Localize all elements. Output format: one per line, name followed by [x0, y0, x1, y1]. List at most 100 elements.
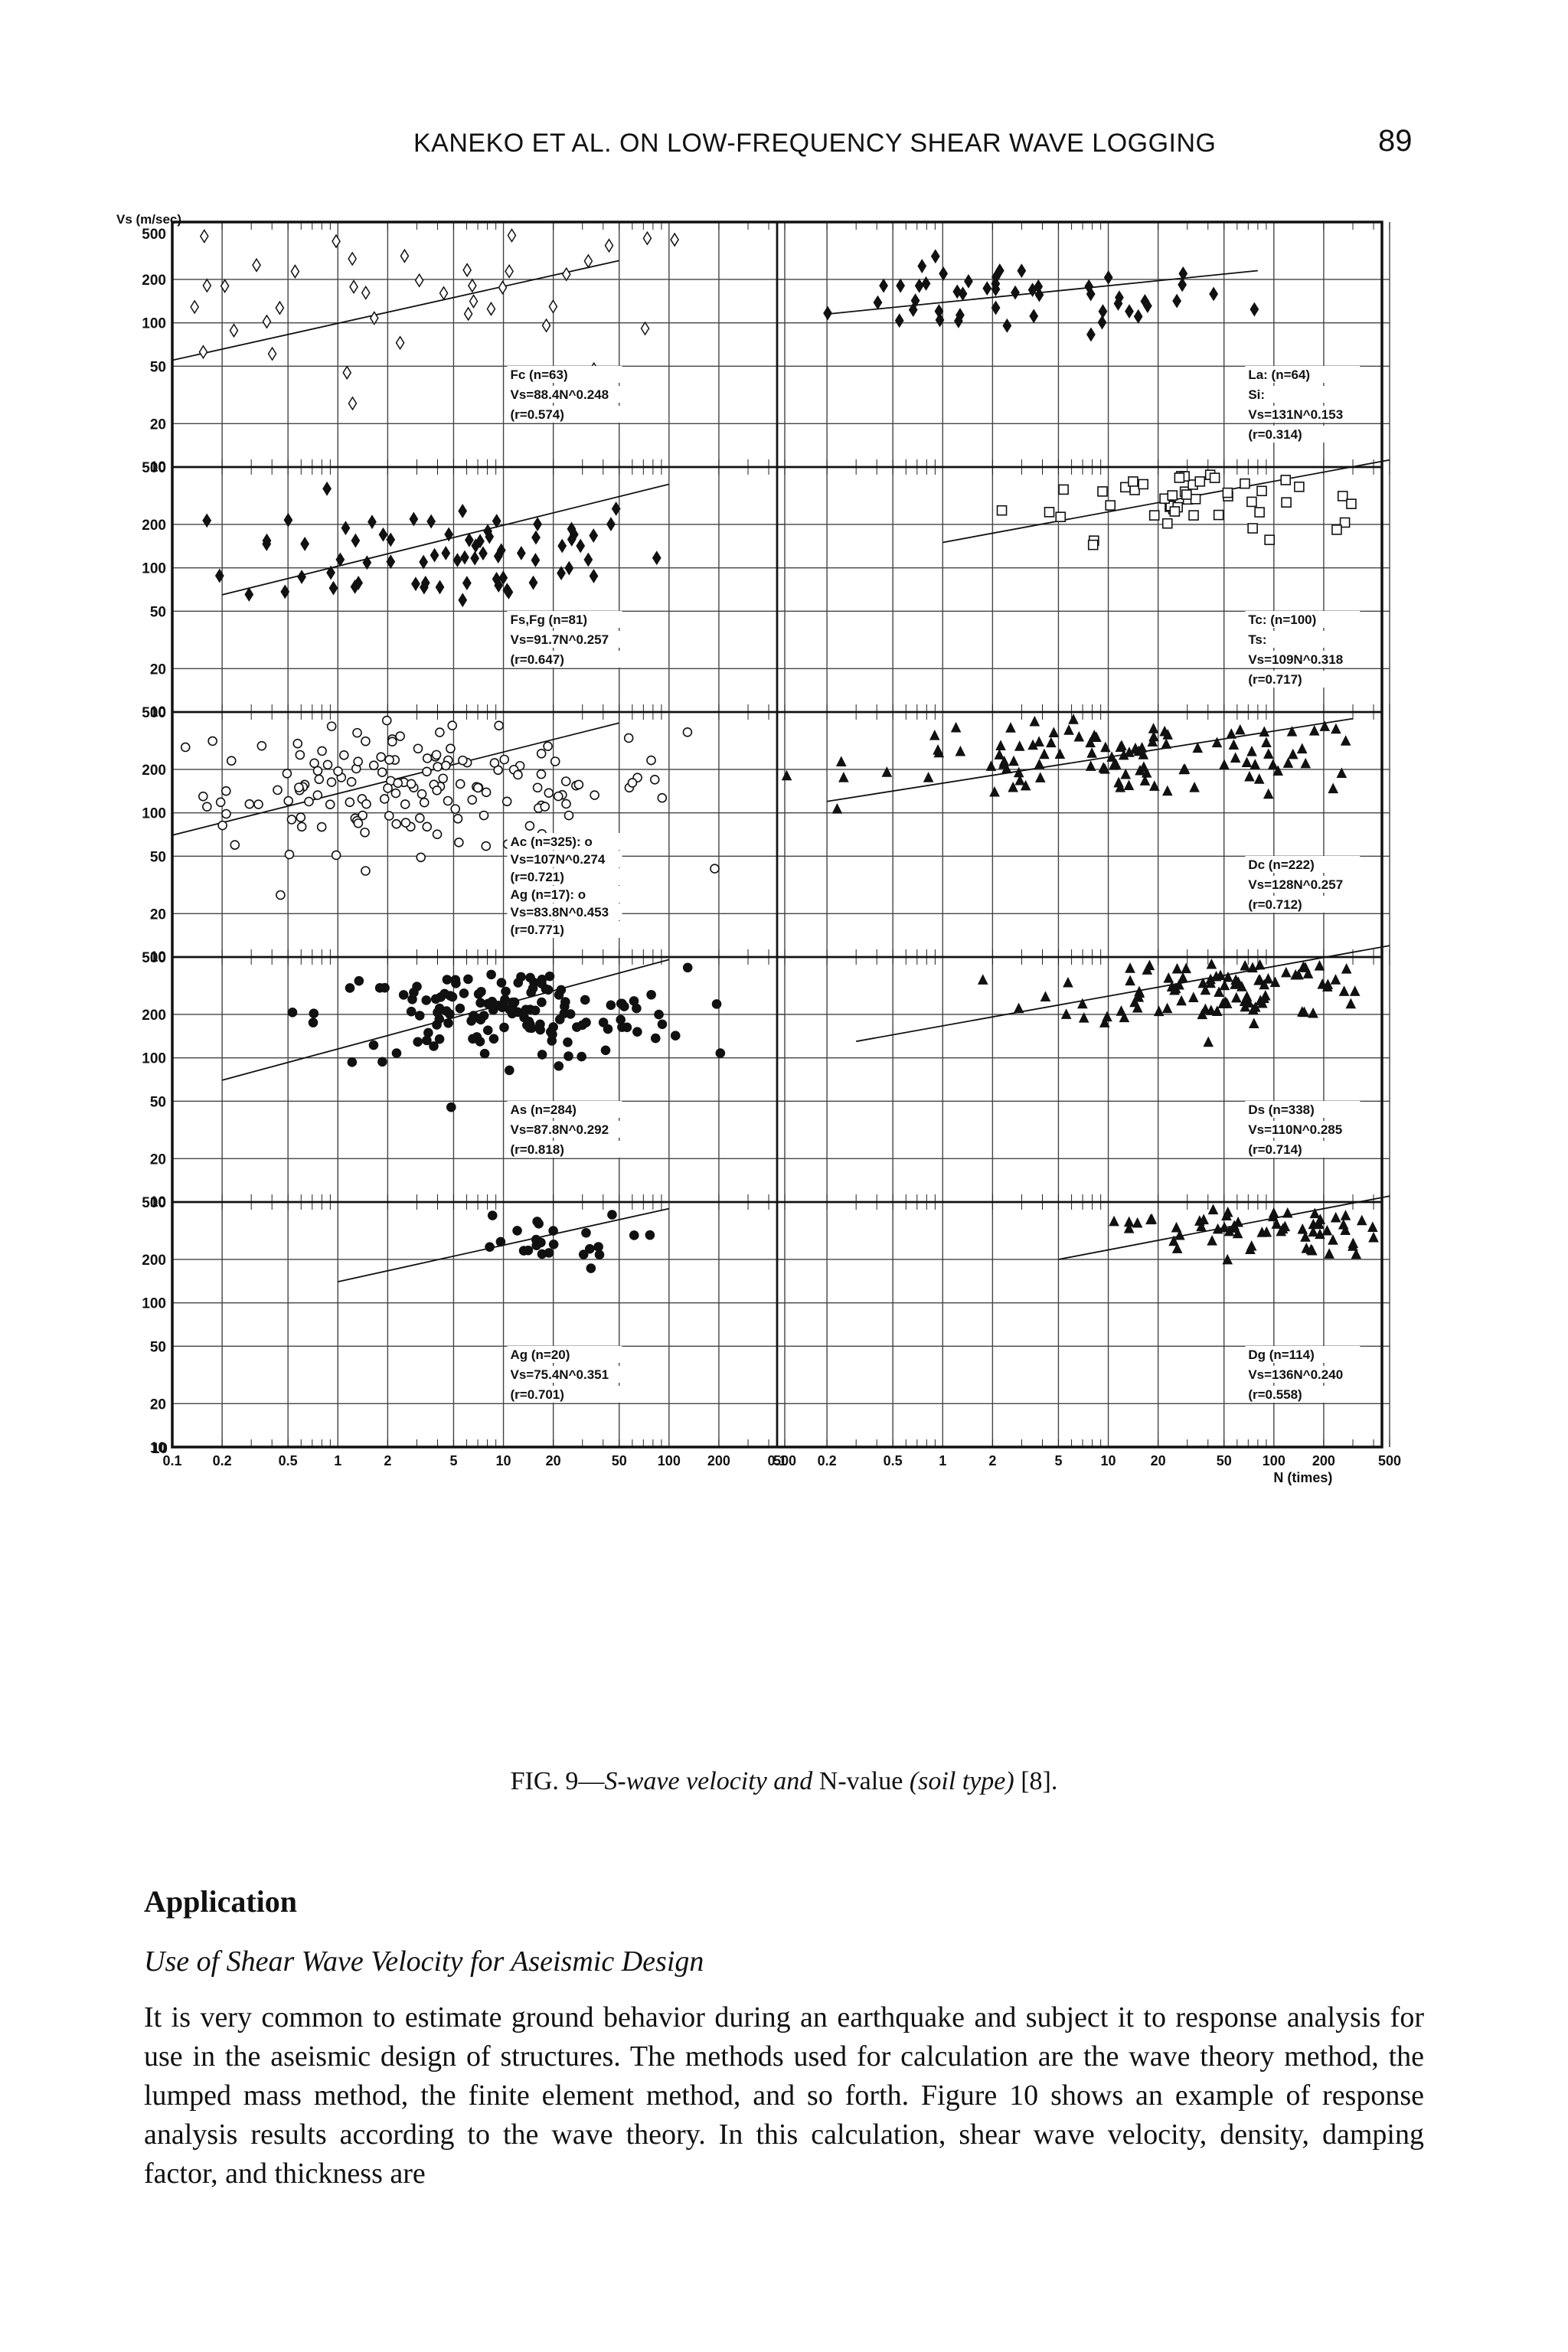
data-point — [1341, 962, 1352, 974]
x-tick-label: 500 — [773, 1453, 796, 1468]
data-point — [455, 1003, 466, 1014]
y-tick-label: 50 — [150, 604, 166, 620]
y-tick-label: 20 — [150, 1396, 166, 1413]
data-point — [374, 983, 385, 993]
data-point — [1328, 1234, 1338, 1245]
y-tick-label: 100 — [142, 316, 166, 332]
data-point — [1196, 1220, 1207, 1232]
y-tick-label: 50 — [150, 1339, 166, 1355]
panel-border — [776, 710, 1383, 959]
data-point — [838, 771, 849, 782]
data-point — [1324, 1248, 1334, 1259]
data-point — [482, 1025, 493, 1035]
label-background — [507, 1366, 622, 1383]
data-point — [422, 822, 433, 832]
panel-border — [171, 466, 779, 714]
panel-annotation: Ag (n=20) — [511, 1348, 570, 1362]
data-point — [1287, 748, 1298, 760]
panel-annotation: Tc: (n=100) — [1248, 612, 1316, 627]
label-background — [1245, 386, 1361, 403]
data-point — [632, 1003, 642, 1014]
data-point — [400, 818, 411, 828]
data-point — [262, 314, 272, 329]
data-point — [202, 802, 212, 812]
data-point — [1296, 743, 1308, 754]
regression-line — [856, 945, 1390, 1043]
data-point — [1246, 496, 1257, 508]
data-point — [220, 786, 231, 796]
data-point — [1167, 490, 1178, 501]
data-point — [475, 1014, 486, 1025]
data-point — [1128, 476, 1138, 487]
data-point — [1181, 962, 1192, 974]
data-point — [561, 799, 571, 809]
data-point — [419, 554, 429, 570]
data-point — [537, 1050, 547, 1060]
data-point — [376, 752, 386, 763]
data-point — [462, 263, 472, 278]
data-point — [616, 1014, 626, 1025]
data-point — [1029, 715, 1040, 727]
x-tick-label: 50 — [612, 1453, 627, 1468]
data-point — [1346, 498, 1357, 509]
data-point — [649, 774, 660, 785]
data-point — [1338, 985, 1350, 996]
x-tick-label: 20 — [546, 1453, 561, 1468]
data-point — [317, 746, 327, 756]
regression-line — [172, 260, 619, 361]
y-tick-label: 10 — [150, 459, 166, 475]
x-axis-label: N (times) — [1273, 1470, 1332, 1485]
data-point — [710, 864, 720, 874]
panel-border — [776, 956, 1383, 1204]
data-point — [342, 365, 352, 381]
data-point — [1254, 974, 1266, 985]
data-point — [1200, 984, 1211, 995]
data-point — [368, 1040, 379, 1050]
data-point — [229, 323, 239, 338]
data-point — [1162, 785, 1173, 796]
label-background — [507, 851, 622, 867]
caption-tail: (soil type) — [903, 1767, 1014, 1795]
data-point — [1115, 741, 1126, 753]
data-point — [995, 740, 1006, 750]
data-point — [590, 790, 599, 800]
label-background — [507, 611, 622, 628]
data-point — [982, 281, 992, 296]
data-point — [594, 1250, 605, 1260]
panel-annotation: (r=0.818) — [511, 1142, 564, 1157]
data-point — [214, 568, 224, 583]
label-background — [507, 631, 622, 648]
data-point — [290, 264, 300, 279]
data-point — [1298, 1006, 1310, 1018]
data-point — [1351, 1248, 1362, 1259]
data-point — [406, 779, 416, 789]
data-point — [1014, 774, 1025, 786]
data-point — [1077, 998, 1088, 1009]
data-point — [1110, 758, 1122, 769]
data-point — [533, 517, 543, 532]
data-point — [463, 974, 473, 985]
data-point — [1034, 287, 1044, 302]
data-point — [362, 555, 372, 570]
subsection-title: Use of Shear Wave Velocity for Aseismic … — [144, 1945, 704, 1978]
data-point — [471, 538, 481, 554]
data-point — [1368, 1231, 1379, 1243]
data-point — [1178, 763, 1189, 775]
data-point — [1113, 776, 1124, 788]
data-point — [284, 849, 295, 860]
data-point — [1221, 1210, 1232, 1220]
data-point — [528, 575, 538, 590]
data-point — [1192, 742, 1204, 753]
data-point — [326, 721, 337, 731]
data-point — [1268, 1207, 1279, 1218]
data-point — [516, 546, 526, 560]
x-tick-label: 2 — [988, 1453, 996, 1468]
data-point — [1139, 775, 1151, 786]
data-point — [781, 769, 792, 781]
x-tick-label: 10 — [1101, 1453, 1116, 1468]
data-point — [1168, 1235, 1179, 1246]
data-point — [519, 1012, 529, 1023]
data-point — [1308, 1226, 1319, 1237]
data-point — [524, 821, 535, 831]
y-tick-label: 10 — [150, 1194, 166, 1210]
